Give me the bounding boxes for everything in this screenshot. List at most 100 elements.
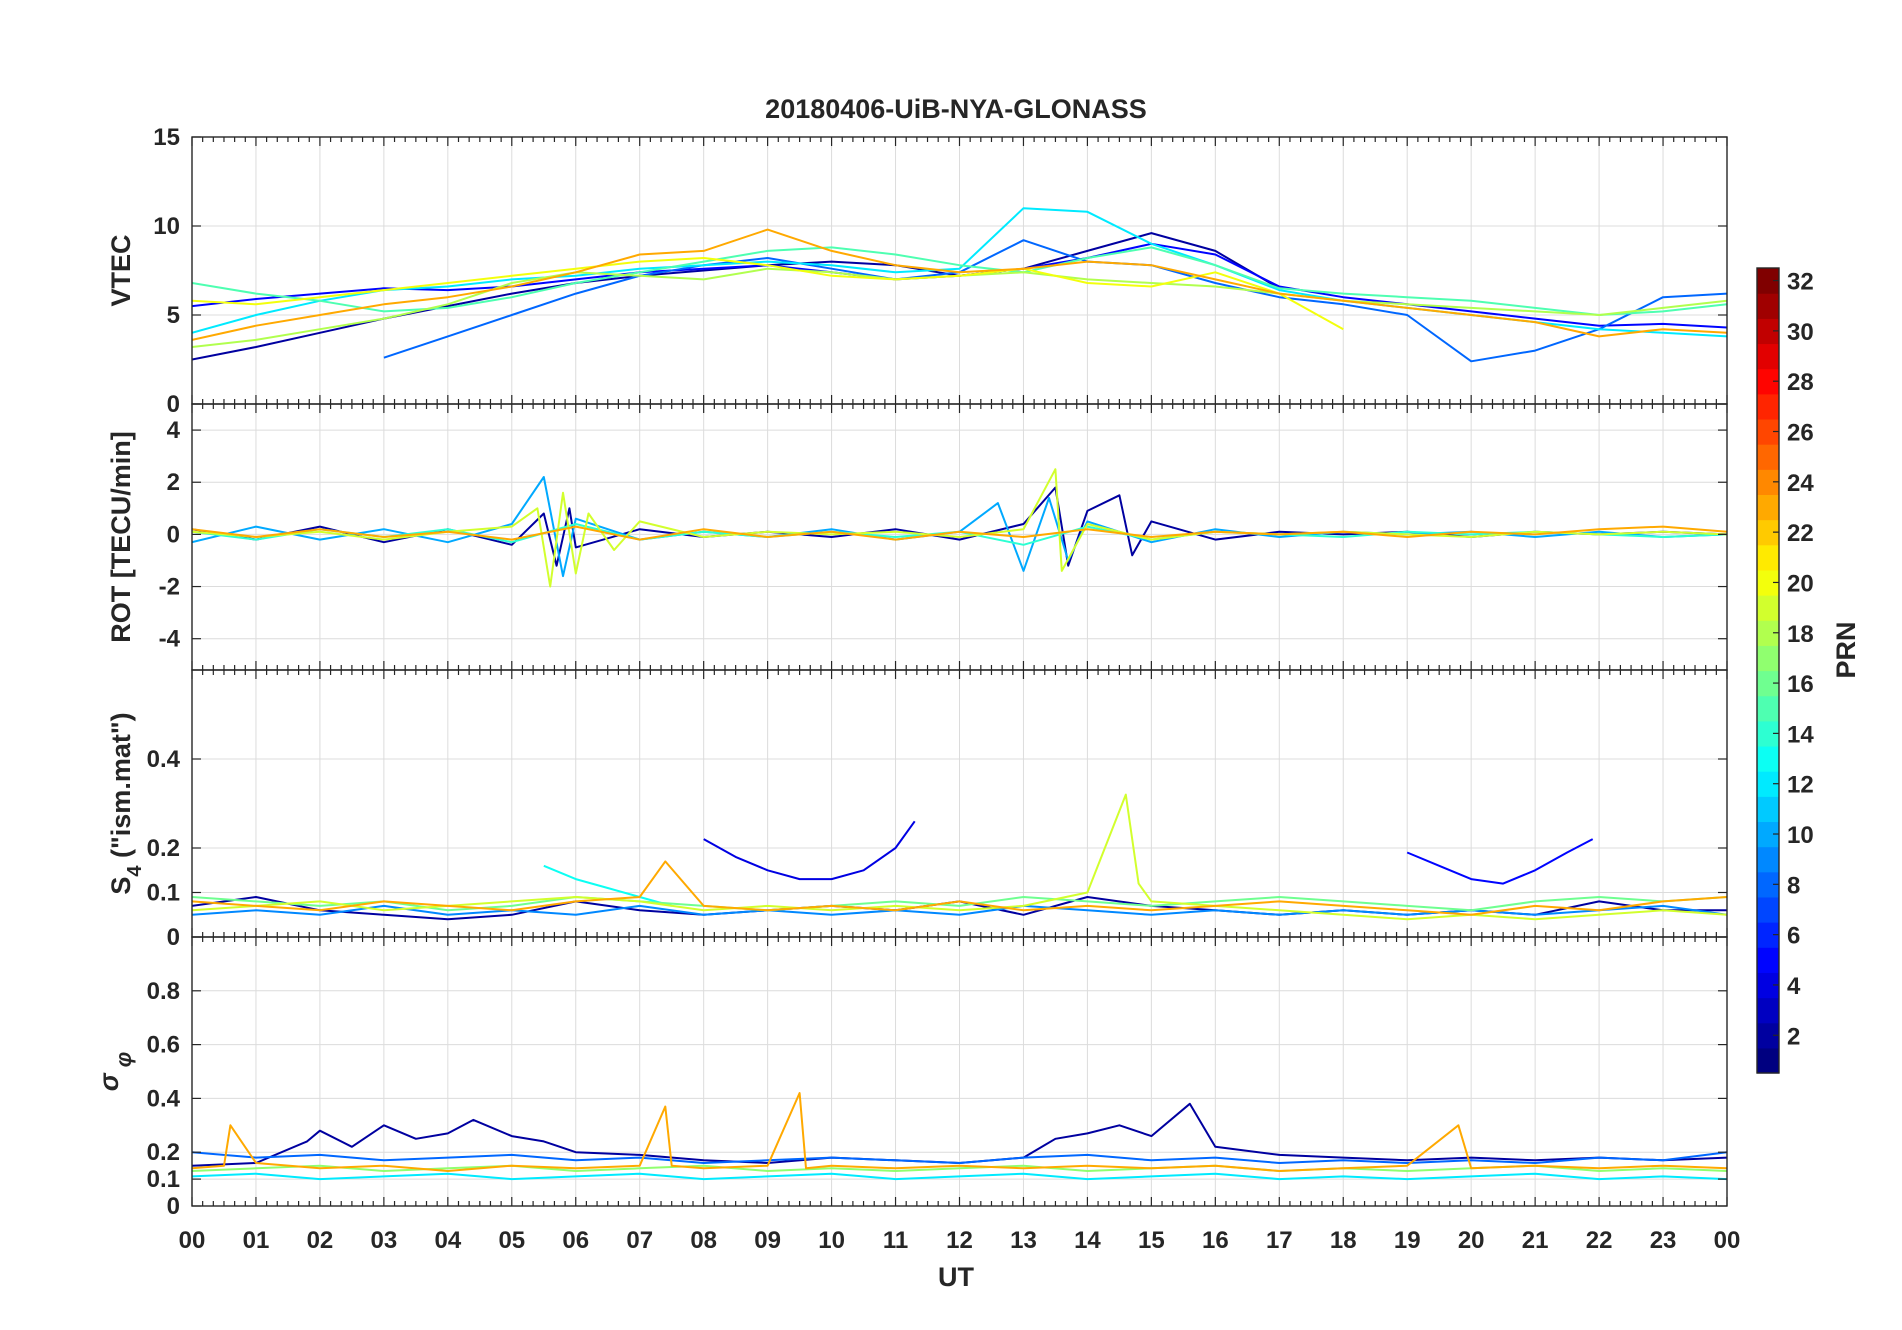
- panel-rot: -4 -2 0 2 4 ROT [TECU/min]: [106, 403, 1728, 671]
- x-tick-label: 05: [498, 1227, 525, 1254]
- chart-title: 20180406-UiB-NYA-GLONASS: [765, 94, 1147, 124]
- series-prn-23: [192, 860, 1727, 916]
- panel-sigma: 00.10.2 0.4 0.6 0.8 σ φ: [94, 936, 1728, 1220]
- x-tick-label: 06: [562, 1227, 589, 1254]
- y-axis-label-rot: ROT [TECU/min]: [106, 431, 136, 642]
- series-prn-20: [192, 257, 1344, 331]
- series-prn-23: [192, 228, 1727, 341]
- colorbar-segment: [1757, 1047, 1779, 1074]
- colorbar-segment: [1757, 544, 1779, 571]
- colorbar-tick-label: 16: [1787, 671, 1814, 698]
- x-tick-label: 09: [754, 1227, 781, 1254]
- colorbar-segment: [1757, 1022, 1779, 1049]
- y-tick-label: 2: [167, 469, 180, 496]
- colorbar-segment: [1757, 645, 1779, 672]
- colorbar-label: PRN: [1831, 621, 1861, 678]
- colorbar-segment: [1757, 745, 1779, 772]
- y-tick-label: -2: [159, 574, 180, 601]
- x-tick-label: 08: [690, 1227, 717, 1254]
- series-prn-12: [192, 1172, 1727, 1181]
- colorbar-tick-label: 6: [1787, 923, 1800, 950]
- colorbar-segment: [1757, 871, 1779, 898]
- x-tick-label: 10: [818, 1227, 845, 1254]
- series-group: [192, 1092, 1727, 1181]
- series-prn-5: [1406, 838, 1594, 885]
- colorbar-segment: [1757, 896, 1779, 923]
- colorbar-tick-label: 14: [1787, 721, 1814, 748]
- colorbar-segment: [1757, 494, 1779, 521]
- colorbar-tick-label: 20: [1787, 570, 1814, 597]
- x-tick-label: 22: [1586, 1227, 1613, 1254]
- x-tick-label: 00: [1714, 1227, 1741, 1254]
- y-tick-label: 15: [153, 124, 180, 151]
- panel-vtec: 0 5 10 15 VTEC: [106, 124, 1728, 418]
- y-tick-label: 0: [167, 521, 180, 548]
- x-tick-label: 03: [371, 1227, 398, 1254]
- series-group: [192, 207, 1727, 363]
- x-tick-label: 19: [1394, 1227, 1421, 1254]
- y-tick-label: 5: [167, 302, 180, 329]
- colorbar-tick-label: 10: [1787, 822, 1814, 849]
- y-tick-label: 0.2: [147, 835, 180, 862]
- x-tick-label: 21: [1522, 1227, 1549, 1254]
- y-tick-label: 0: [167, 924, 180, 951]
- series-prn-4: [703, 820, 916, 881]
- y-tick-label: 0.1: [147, 880, 180, 907]
- x-axis-label: UT: [938, 1262, 974, 1292]
- x-tick-label: 14: [1074, 1227, 1101, 1254]
- series-prn-23: [192, 525, 1727, 541]
- colorbar-tick-label: 24: [1787, 470, 1814, 497]
- colorbar-tick-label: 18: [1787, 621, 1814, 648]
- colorbar-tick-label: 28: [1787, 369, 1814, 396]
- series-prn-8: [383, 239, 1727, 363]
- y-tick-label: -4: [159, 626, 181, 653]
- x-tick-label: 07: [626, 1227, 653, 1254]
- colorbar-segment: [1757, 268, 1779, 294]
- x-tick-label: 16: [1202, 1227, 1229, 1254]
- x-tick-label: 02: [307, 1227, 334, 1254]
- y-tick-label: 10: [153, 213, 180, 240]
- colorbar-segment: [1757, 947, 1779, 973]
- y-axis-label-sigma: σ φ: [94, 1052, 136, 1092]
- y-tick-label: 0.6: [147, 1032, 180, 1059]
- colorbar-segment: [1757, 469, 1779, 496]
- y-tick-label: 0.2: [147, 1139, 180, 1166]
- colorbar-tick-label: 4: [1787, 973, 1801, 1000]
- x-tick-label: 13: [1010, 1227, 1037, 1254]
- series-prn-19: [192, 793, 1727, 921]
- colorbar-segment: [1757, 368, 1779, 395]
- x-tick-label: 12: [946, 1227, 973, 1254]
- series-prn-23: [192, 1092, 1727, 1172]
- colorbar-tick-label: 22: [1787, 520, 1814, 547]
- y-tick-label: 0.1: [147, 1166, 180, 1193]
- colorbar-tick-label: 32: [1787, 269, 1814, 296]
- x-tick-label: 15: [1138, 1227, 1165, 1254]
- colorbar-segment: [1757, 444, 1779, 470]
- y-tick-label: 0: [167, 1193, 180, 1220]
- colorbar-tick-label: 12: [1787, 772, 1814, 799]
- colorbar-segment: [1757, 343, 1779, 370]
- colorbar-segment: [1757, 519, 1779, 546]
- colorbar-segment: [1757, 393, 1779, 420]
- colorbar-segment: [1757, 620, 1779, 646]
- series-group: [192, 468, 1727, 588]
- x-tick-label: 23: [1650, 1227, 1677, 1254]
- y-tick-label: 0: [167, 391, 180, 418]
- y-axis-label-s4: S4 ("ism.mat"): [106, 712, 146, 894]
- series-group: [192, 793, 1727, 921]
- y-tick-label: 0.4: [147, 746, 181, 773]
- y-axis-label-vtec: VTEC: [106, 234, 136, 306]
- y-tick-label: 4: [167, 417, 181, 444]
- colorbar-tick-label: 30: [1787, 319, 1814, 346]
- y-tick-label: 0.4: [147, 1085, 181, 1112]
- panel-s4: 0 0.1 0.2 0.4S4 ("ism.mat"): [106, 669, 1728, 951]
- x-tick-label: 04: [434, 1227, 461, 1254]
- colorbar-segment: [1757, 997, 1779, 1024]
- x-tick-label: 11: [883, 1227, 908, 1254]
- colorbar-segment: [1757, 796, 1779, 823]
- series-prn-15: [192, 246, 1727, 316]
- colorbar-segment: [1757, 695, 1779, 722]
